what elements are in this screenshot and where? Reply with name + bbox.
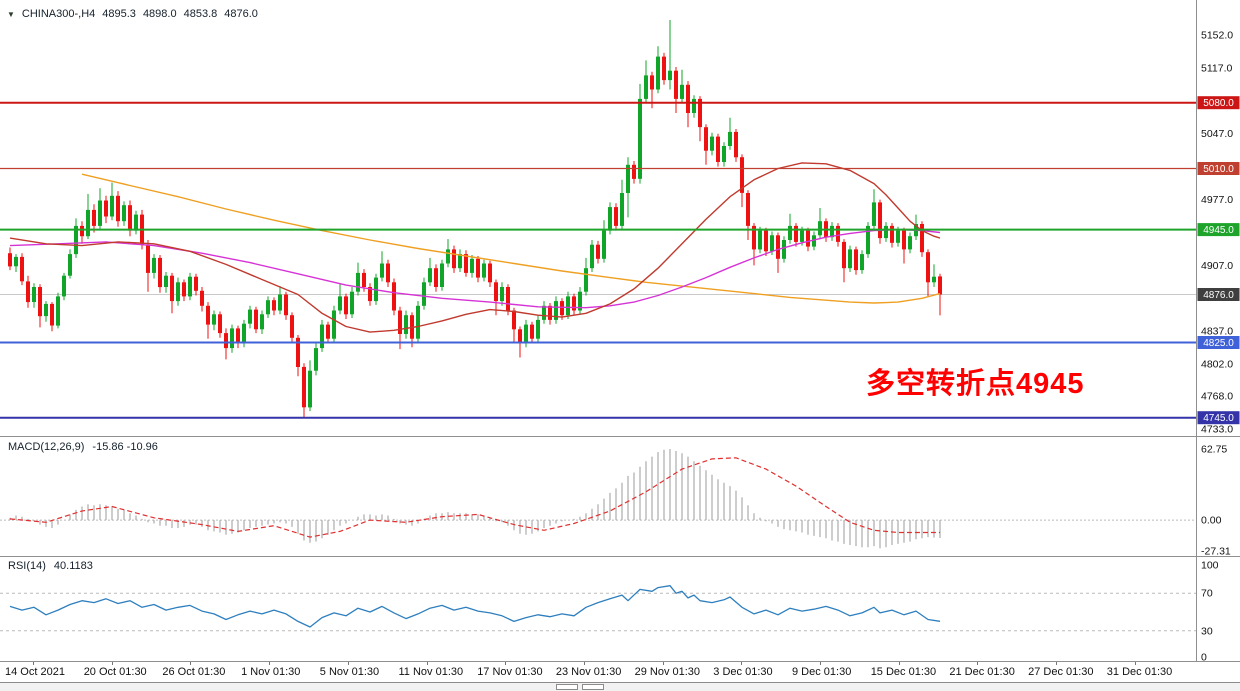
scrollbar-handle[interactable] bbox=[556, 684, 578, 690]
time-label: 23 Nov 01:30 bbox=[555, 666, 622, 678]
macd-histogram bbox=[9, 449, 941, 549]
time-label: 14 Oct 2021 bbox=[5, 666, 65, 678]
rsi-value: 40.1183 bbox=[53, 560, 93, 572]
time-tick bbox=[347, 662, 349, 665]
ohlc-low: 4853.8 bbox=[183, 8, 218, 20]
rsi-indicator-label: RSI(14) 40.1183 bbox=[8, 560, 93, 572]
rsi-name: RSI(14) bbox=[8, 560, 46, 572]
ma-mid-magenta bbox=[9, 228, 941, 309]
macd-pane[interactable]: 62.75 0.00 -27.31 bbox=[0, 437, 1240, 557]
time-tick bbox=[1134, 662, 1136, 665]
chart-header: ▼ CHINA300-,H4 4895.3 4898.0 4853.8 4876… bbox=[7, 8, 258, 20]
time-tick bbox=[33, 662, 34, 665]
time-label: 26 Oct 01:30 bbox=[162, 666, 226, 678]
scrollbar-handle[interactable] bbox=[582, 684, 604, 690]
time-tick bbox=[426, 662, 428, 665]
ma-fast-red bbox=[9, 162, 941, 333]
macd-signal-line bbox=[9, 457, 940, 538]
time-tick bbox=[505, 662, 507, 665]
price-axis-tick: 4733.0 bbox=[1201, 424, 1233, 436]
symbol-dropdown-icon[interactable]: ▼ bbox=[7, 9, 15, 19]
candles-series bbox=[8, 20, 942, 418]
svg-text:5010.0: 5010.0 bbox=[1203, 164, 1234, 175]
symbol-label: CHINA300-,H4 bbox=[21, 8, 96, 20]
price-axis-tick: 4907.0 bbox=[1201, 260, 1233, 272]
svg-text:4945.0: 4945.0 bbox=[1203, 225, 1234, 236]
rsi-axis-tick: 100 bbox=[1201, 560, 1219, 572]
time-label: 5 Nov 01:30 bbox=[319, 666, 380, 678]
time-tick bbox=[583, 662, 585, 665]
time-axis[interactable]: 14 Oct 2021 20 Oct 01:30 26 Oct 01:30 1 Nov… bbox=[0, 662, 1240, 682]
ohlc-close: 4876.0 bbox=[224, 8, 258, 20]
macd-axis-tick: -27.31 bbox=[1201, 546, 1231, 558]
time-label: 9 Dec 01:30 bbox=[792, 666, 852, 678]
time-label: 17 Nov 01:30 bbox=[477, 666, 543, 678]
rsi-line bbox=[9, 585, 941, 628]
rsi-pane[interactable]: 100 70 30 0 bbox=[0, 557, 1240, 662]
ohlc-high: 4898.0 bbox=[142, 8, 177, 20]
time-label: 11 Nov 01:30 bbox=[398, 666, 464, 678]
macd-values: -15.86 -10.96 bbox=[92, 441, 158, 453]
time-tick bbox=[820, 662, 821, 665]
time-tick bbox=[741, 662, 743, 665]
time-label: 31 Dec 01:30 bbox=[1106, 666, 1173, 678]
svg-text:4876.0: 4876.0 bbox=[1203, 290, 1234, 301]
macd-indicator-label: MACD(12,26,9) -15.86 -10.96 bbox=[8, 441, 158, 453]
hline-4745[interactable]: 4745.0 bbox=[0, 411, 1240, 425]
macd-axis-tick: 62.75 bbox=[1201, 444, 1227, 456]
trend-annotation[interactable]: 多空转折点4945 bbox=[866, 368, 1085, 400]
time-label: 15 Dec 01:30 bbox=[870, 666, 937, 678]
price-axis-tick: 4768.0 bbox=[1201, 391, 1233, 403]
time-tick bbox=[190, 662, 192, 665]
time-tick bbox=[269, 662, 271, 665]
bottom-scrollbar[interactable] bbox=[0, 682, 1240, 691]
price-axis-tick: 4802.0 bbox=[1201, 359, 1233, 371]
time-tick bbox=[1056, 662, 1058, 665]
time-label: 1 Nov 01:30 bbox=[241, 666, 301, 678]
price-pane[interactable]: 5080.0 5010.0 4945.0 4825.0 4745.0 5152.0 5117… bbox=[0, 0, 1240, 437]
svg-text:4745.0: 4745.0 bbox=[1203, 413, 1234, 424]
rsi-axis-tick: 70 bbox=[1201, 588, 1213, 600]
time-tick bbox=[898, 662, 900, 665]
hline-4945[interactable]: 4945.0 bbox=[0, 223, 1240, 237]
price-axis-tick: 4977.0 bbox=[1201, 194, 1233, 206]
price-axis-tick: 5152.0 bbox=[1201, 30, 1233, 42]
time-label: 20 Oct 01:30 bbox=[83, 666, 147, 678]
rsi-axis-tick: 30 bbox=[1201, 625, 1213, 637]
time-label: 3 Dec 01:30 bbox=[713, 666, 773, 678]
time-tick bbox=[977, 662, 979, 665]
ma-slow-orange bbox=[81, 173, 941, 304]
macd-name: MACD(12,26,9) bbox=[8, 441, 85, 453]
time-label: 21 Dec 01:30 bbox=[949, 666, 1015, 678]
ohlc-open: 4895.3 bbox=[102, 8, 136, 20]
svg-text:4825.0: 4825.0 bbox=[1203, 338, 1234, 349]
price-axis-tick: 5047.0 bbox=[1201, 128, 1233, 140]
time-label: 27 Dec 01:30 bbox=[1028, 666, 1094, 678]
time-tick bbox=[662, 662, 664, 665]
time-tick bbox=[111, 662, 113, 665]
rsi-axis-tick: 0 bbox=[1201, 652, 1207, 663]
hline-5010[interactable]: 5010.0 bbox=[0, 162, 1240, 175]
price-axis-tick: 5117.0 bbox=[1201, 62, 1232, 74]
hline-4825[interactable]: 4825.0 bbox=[0, 336, 1240, 349]
hline-5080[interactable]: 5080.0 bbox=[0, 96, 1240, 110]
macd-axis-tick: 0.00 bbox=[1201, 515, 1222, 527]
svg-text:5080.0: 5080.0 bbox=[1203, 98, 1234, 109]
price-axis-tick: 4837.0 bbox=[1201, 326, 1233, 338]
current-price-label: 4876.0 bbox=[1197, 288, 1240, 301]
time-label: 29 Nov 01:30 bbox=[634, 666, 701, 678]
